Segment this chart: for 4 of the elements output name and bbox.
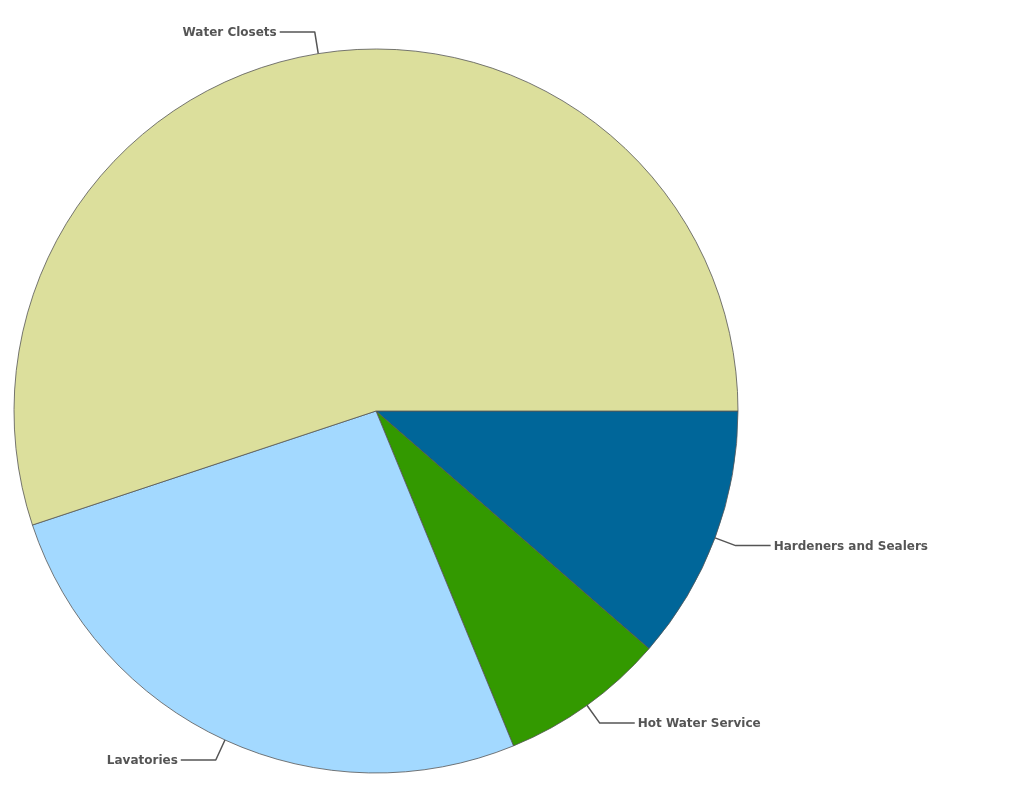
slice-label: Hot Water Service: [637, 716, 761, 731]
slice-label: Hardeners and Sealers: [773, 538, 928, 553]
slice-label: Water Closets: [182, 24, 277, 39]
slice-label: Lavatories: [106, 752, 178, 767]
